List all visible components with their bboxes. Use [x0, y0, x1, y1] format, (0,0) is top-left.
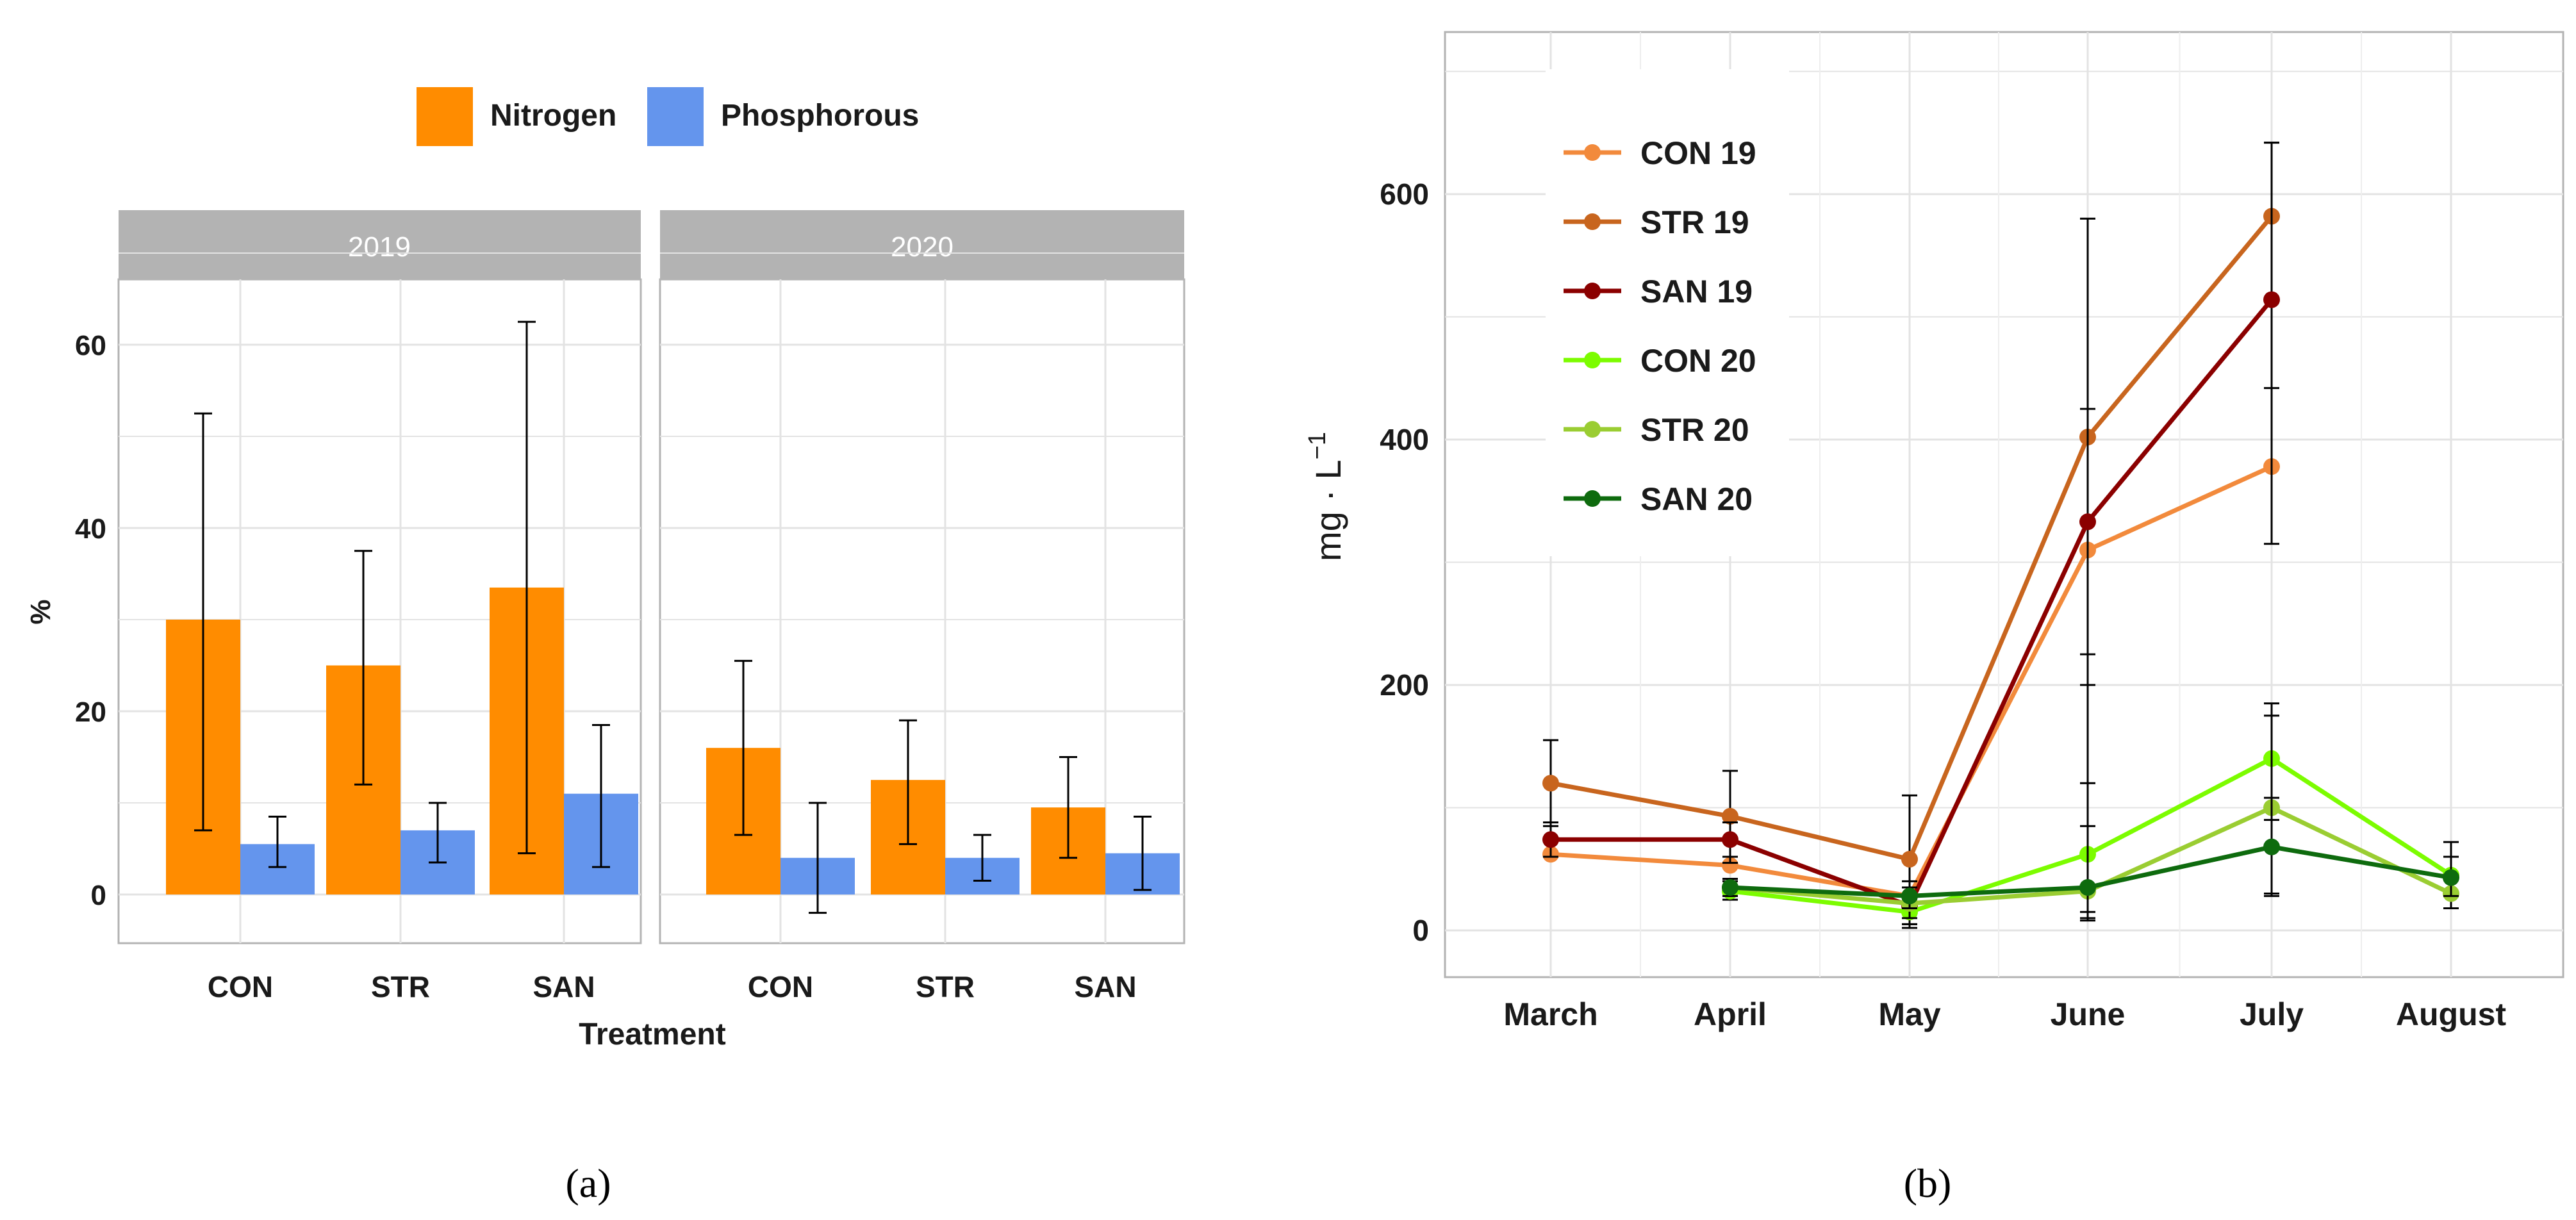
data-point	[1722, 831, 1738, 848]
legend-label: SAN 19	[1640, 274, 1753, 309]
bar-legend: Nitrogen Phosphorous	[417, 87, 919, 146]
x-tick-label: May	[1878, 996, 1940, 1032]
data-point	[2263, 838, 2280, 855]
y-tick-label: 0	[1412, 914, 1429, 947]
y-tick-label: 40	[75, 513, 106, 545]
svg-text:mg · L−1: mg · L−1	[1304, 432, 1348, 561]
x-tick-label: STR	[371, 970, 430, 1003]
data-point	[1722, 857, 1738, 874]
legend-label-nitrogen: Nitrogen	[490, 99, 616, 133]
x-tick-label: March	[1503, 996, 1598, 1032]
facet-strip-label-2020: 2020	[891, 231, 954, 263]
data-point	[1722, 807, 1738, 825]
y-axis-title-superscript: −1	[1304, 432, 1331, 459]
data-point	[1542, 831, 1559, 848]
y-tick-label: 60	[75, 330, 106, 361]
bar-chart-panel: Nitrogen Phosphorous 2019 CON STR SAN 20…	[25, 87, 1185, 1206]
caption-a: (a)	[565, 1160, 611, 1206]
x-tick-label: June	[2051, 996, 2126, 1032]
data-point	[1901, 850, 1918, 868]
x-tick-label: April	[1694, 996, 1767, 1032]
caption-b: (b)	[1904, 1160, 1952, 1206]
facet-strip-label-2019: 2019	[348, 231, 411, 263]
x-tick-label: STR	[916, 970, 975, 1003]
legend-label: CON 19	[1640, 135, 1756, 171]
x-tick-label: SAN	[533, 970, 595, 1003]
y-tick-label: 600	[1380, 177, 1429, 211]
bar-y-axis: 0 20 40 60	[75, 330, 106, 911]
facet-bars-2020	[706, 659, 1180, 914]
legend-marker	[1584, 421, 1601, 438]
data-point	[1542, 775, 1559, 792]
bar-y-axis-title: %	[25, 599, 56, 624]
series-san-20	[1722, 684, 2459, 919]
data-point	[1901, 887, 1918, 905]
facet-x-ticks-2020: CON STR SAN	[748, 970, 1137, 1003]
line-y-axis: 0 200 400 600	[1380, 177, 1429, 947]
facet-bars-2019	[166, 320, 638, 894]
line-legend-items	[1564, 144, 1621, 507]
legend-label: STR 20	[1640, 412, 1749, 448]
line-x-axis: March April May June July August	[1503, 996, 2506, 1032]
x-tick-label: CON	[208, 970, 273, 1003]
data-point	[1722, 878, 1738, 896]
data-point	[2079, 878, 2096, 896]
data-point	[2079, 513, 2096, 531]
series-str-19	[1542, 142, 2280, 929]
legend-swatch-nitrogen	[417, 87, 473, 146]
legend-label: STR 19	[1640, 204, 1749, 240]
bar-x-axis-title: Treatment	[579, 1018, 725, 1051]
facet-strip-2020	[660, 210, 1184, 279]
x-tick-label: August	[2396, 996, 2507, 1032]
line-y-axis-title: mg · L−1	[1304, 432, 1348, 561]
legend-swatch-phosphorous	[647, 87, 704, 146]
x-tick-label: SAN	[1074, 970, 1136, 1003]
facet-strip-2019	[119, 210, 641, 279]
line-legend: CON 19 STR 19 SAN 19 CON 20 STR 20 SAN 2…	[1546, 69, 1789, 556]
facet-2020: 2020 CON STR SAN	[659, 210, 1185, 1003]
line-series	[1542, 142, 2459, 929]
legend-marker	[1584, 490, 1601, 507]
y-tick-label: 200	[1380, 668, 1429, 702]
legend-label: SAN 20	[1640, 481, 1753, 517]
data-point	[2263, 291, 2280, 308]
facet-x-ticks-2019: CON STR SAN	[208, 970, 595, 1003]
y-tick-label: 400	[1380, 423, 1429, 456]
legend-marker	[1584, 352, 1601, 368]
y-tick-label: 0	[91, 880, 106, 911]
y-tick-label: 20	[75, 697, 106, 728]
x-tick-label: CON	[748, 970, 813, 1003]
x-tick-label: July	[2240, 996, 2304, 1032]
facet-2019: 2019 CON STR SAN	[117, 210, 642, 1003]
data-point	[2443, 869, 2459, 886]
legend-marker	[1584, 144, 1601, 161]
y-axis-title-main: mg · L	[1308, 459, 1348, 561]
legend-marker	[1584, 213, 1601, 230]
legend-marker	[1584, 283, 1601, 299]
legend-label: CON 20	[1640, 343, 1756, 379]
legend-label-phosphorous: Phosphorous	[721, 99, 919, 133]
line-chart-panel: CON 19 STR 19 SAN 19 CON 20 STR 20 SAN 2…	[1304, 31, 2564, 1206]
